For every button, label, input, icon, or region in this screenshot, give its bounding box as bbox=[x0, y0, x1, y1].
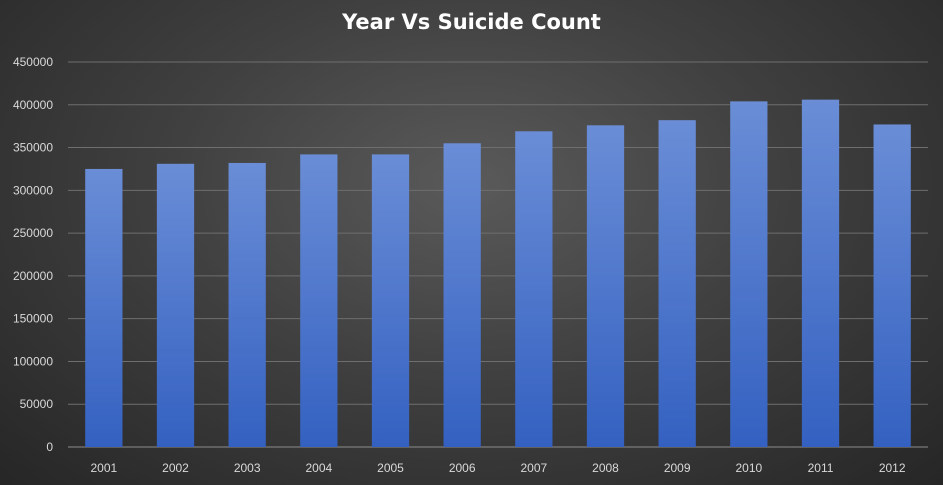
bars bbox=[85, 99, 911, 448]
x-tick-label: 2010 bbox=[735, 461, 762, 475]
x-axis-ticks: 2001 2002 2003 2004 2005 2006 2007 2008 2009 2010… bbox=[90, 461, 905, 475]
bar-2010 bbox=[730, 101, 768, 447]
y-tick-label: 400000 bbox=[13, 98, 53, 112]
x-tick-label: 2009 bbox=[664, 461, 691, 475]
y-tick-label: 200000 bbox=[13, 269, 53, 283]
x-tick-label: 2004 bbox=[305, 461, 332, 475]
x-tick-label: 2011 bbox=[808, 461, 834, 475]
bar-2006 bbox=[443, 143, 481, 447]
chart-title: Year Vs Suicide Count bbox=[342, 10, 601, 34]
gridlines bbox=[68, 61, 928, 448]
y-tick-label: 450000 bbox=[13, 55, 53, 69]
y-tick-label: 50000 bbox=[20, 397, 54, 411]
y-axis-ticks: 0 50000 100000 150000 200000 250000 300000 3500… bbox=[13, 55, 53, 454]
bar-2008 bbox=[586, 125, 625, 448]
y-tick-label: 100000 bbox=[13, 354, 53, 368]
bar-2003 bbox=[228, 162, 266, 447]
x-tick-label: 2002 bbox=[162, 461, 189, 475]
x-tick-label: 2008 bbox=[592, 461, 619, 475]
y-tick-label: 150000 bbox=[13, 312, 53, 326]
bar-2001 bbox=[85, 168, 123, 447]
bar-2011 bbox=[801, 99, 840, 448]
bar-2005 bbox=[371, 154, 410, 447]
x-tick-label: 2012 bbox=[879, 461, 906, 475]
y-tick-label: 250000 bbox=[13, 226, 53, 240]
x-tick-label: 2003 bbox=[234, 461, 261, 475]
bar-2007 bbox=[515, 131, 553, 448]
bar-2004 bbox=[300, 154, 338, 447]
x-tick-label: 2005 bbox=[377, 461, 404, 475]
y-tick-label: 300000 bbox=[13, 183, 53, 197]
x-tick-label: 2006 bbox=[449, 461, 476, 475]
bar-2012 bbox=[873, 124, 911, 447]
bar-2002 bbox=[156, 163, 195, 448]
x-tick-label: 2007 bbox=[520, 461, 547, 475]
y-tick-label: 350000 bbox=[13, 141, 53, 155]
x-tick-label: 2001 bbox=[90, 461, 117, 475]
y-tick-label: 0 bbox=[46, 440, 53, 454]
bar-2009 bbox=[658, 120, 696, 447]
